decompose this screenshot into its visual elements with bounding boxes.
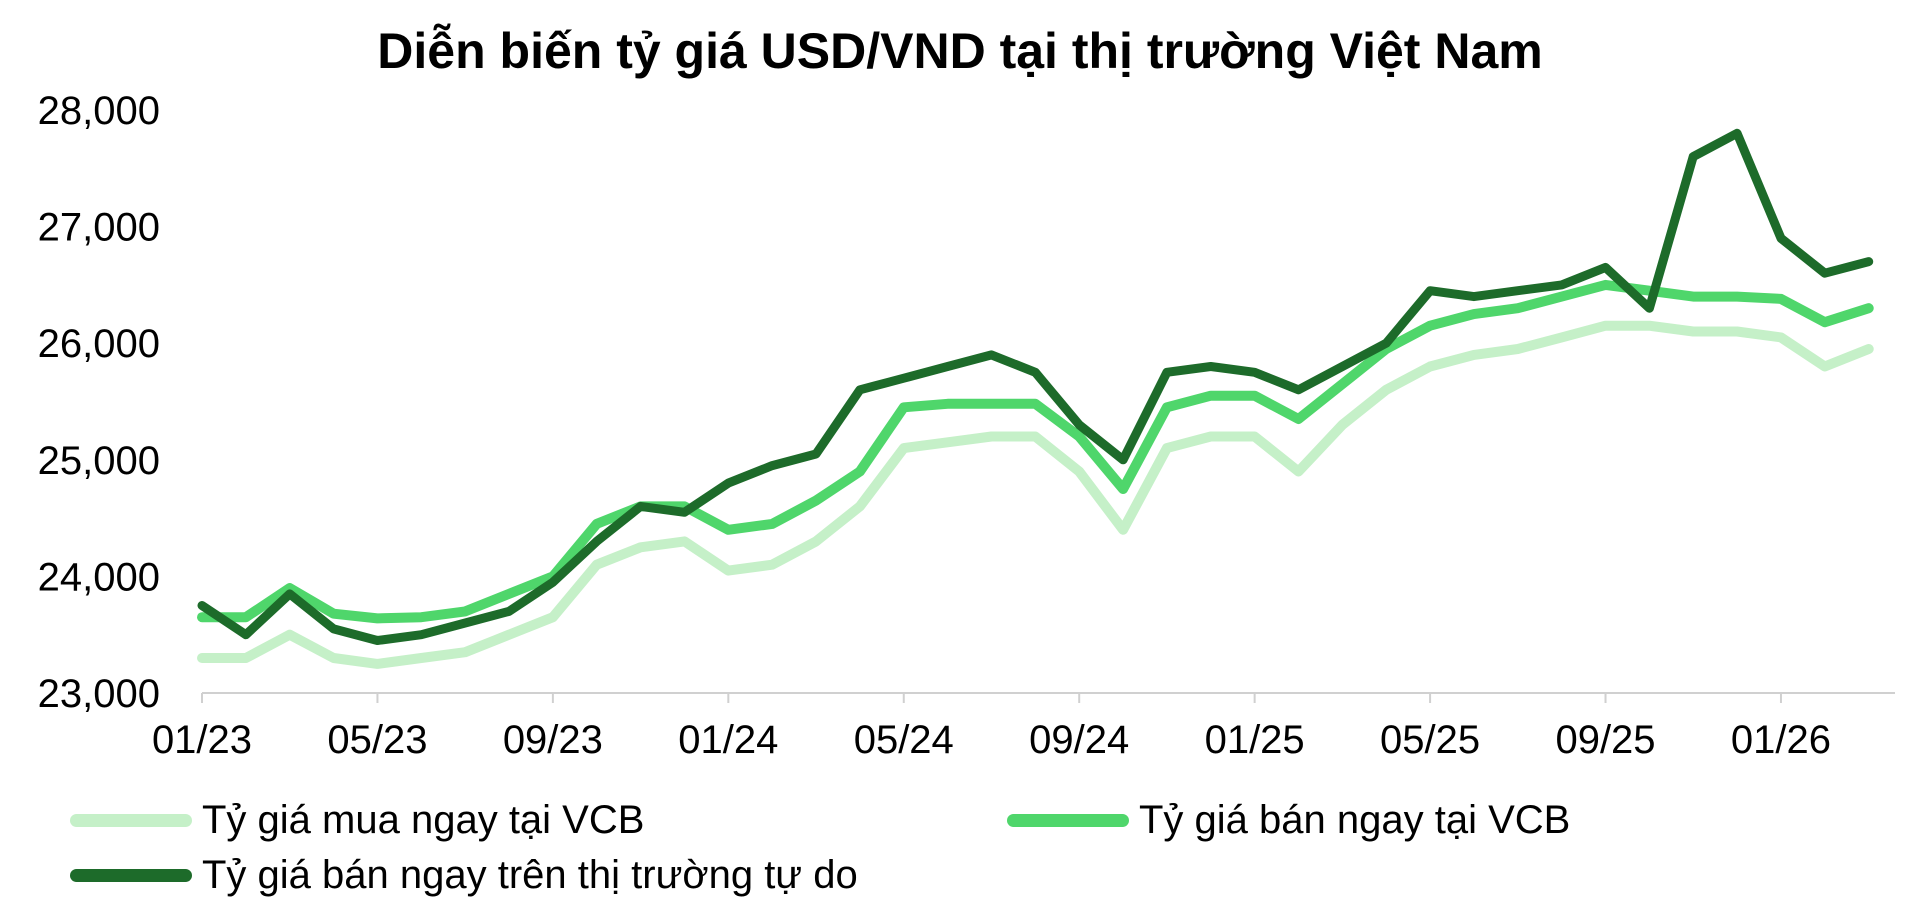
x-tick-label: 05/24 [854, 718, 954, 762]
series-line-3 [197, 128, 1874, 645]
y-tick-label: 27,000 [38, 206, 160, 250]
series-line-2 [197, 279, 1874, 624]
y-tick-label: 25,000 [38, 439, 160, 483]
x-tick-label: 09/25 [1555, 718, 1655, 762]
x-tick-label: 05/25 [1380, 718, 1480, 762]
x-axis-tick-labels: 01/23 05/23 09/23 01/24 05/24 09/24 01/25 05/25… [152, 718, 1831, 762]
y-axis-tick-labels: 23,000 24,000 25,000 26,000 27,000 28,000 [38, 89, 160, 716]
y-tick-label: 24,000 [38, 555, 160, 599]
x-tick-label: 01/25 [1205, 718, 1305, 762]
x-tick-label: 05/23 [327, 718, 427, 762]
y-tick-label: 26,000 [38, 322, 160, 366]
y-tick-label: 28,000 [38, 89, 160, 133]
series-lines [197, 128, 1874, 669]
x-tick-label: 01/24 [678, 718, 778, 762]
series-line-1 [197, 320, 1874, 669]
y-tick-label: 23,000 [38, 672, 160, 716]
x-tick-label: 09/23 [503, 718, 603, 762]
chart-title: Diễn biến tỷ giá USD/VND tại thị trường … [377, 23, 1543, 79]
axes [201, 692, 1895, 703]
x-tick-label: 01/23 [152, 718, 252, 762]
x-tick-label: 01/26 [1731, 718, 1831, 762]
x-tick-label: 09/24 [1029, 718, 1129, 762]
